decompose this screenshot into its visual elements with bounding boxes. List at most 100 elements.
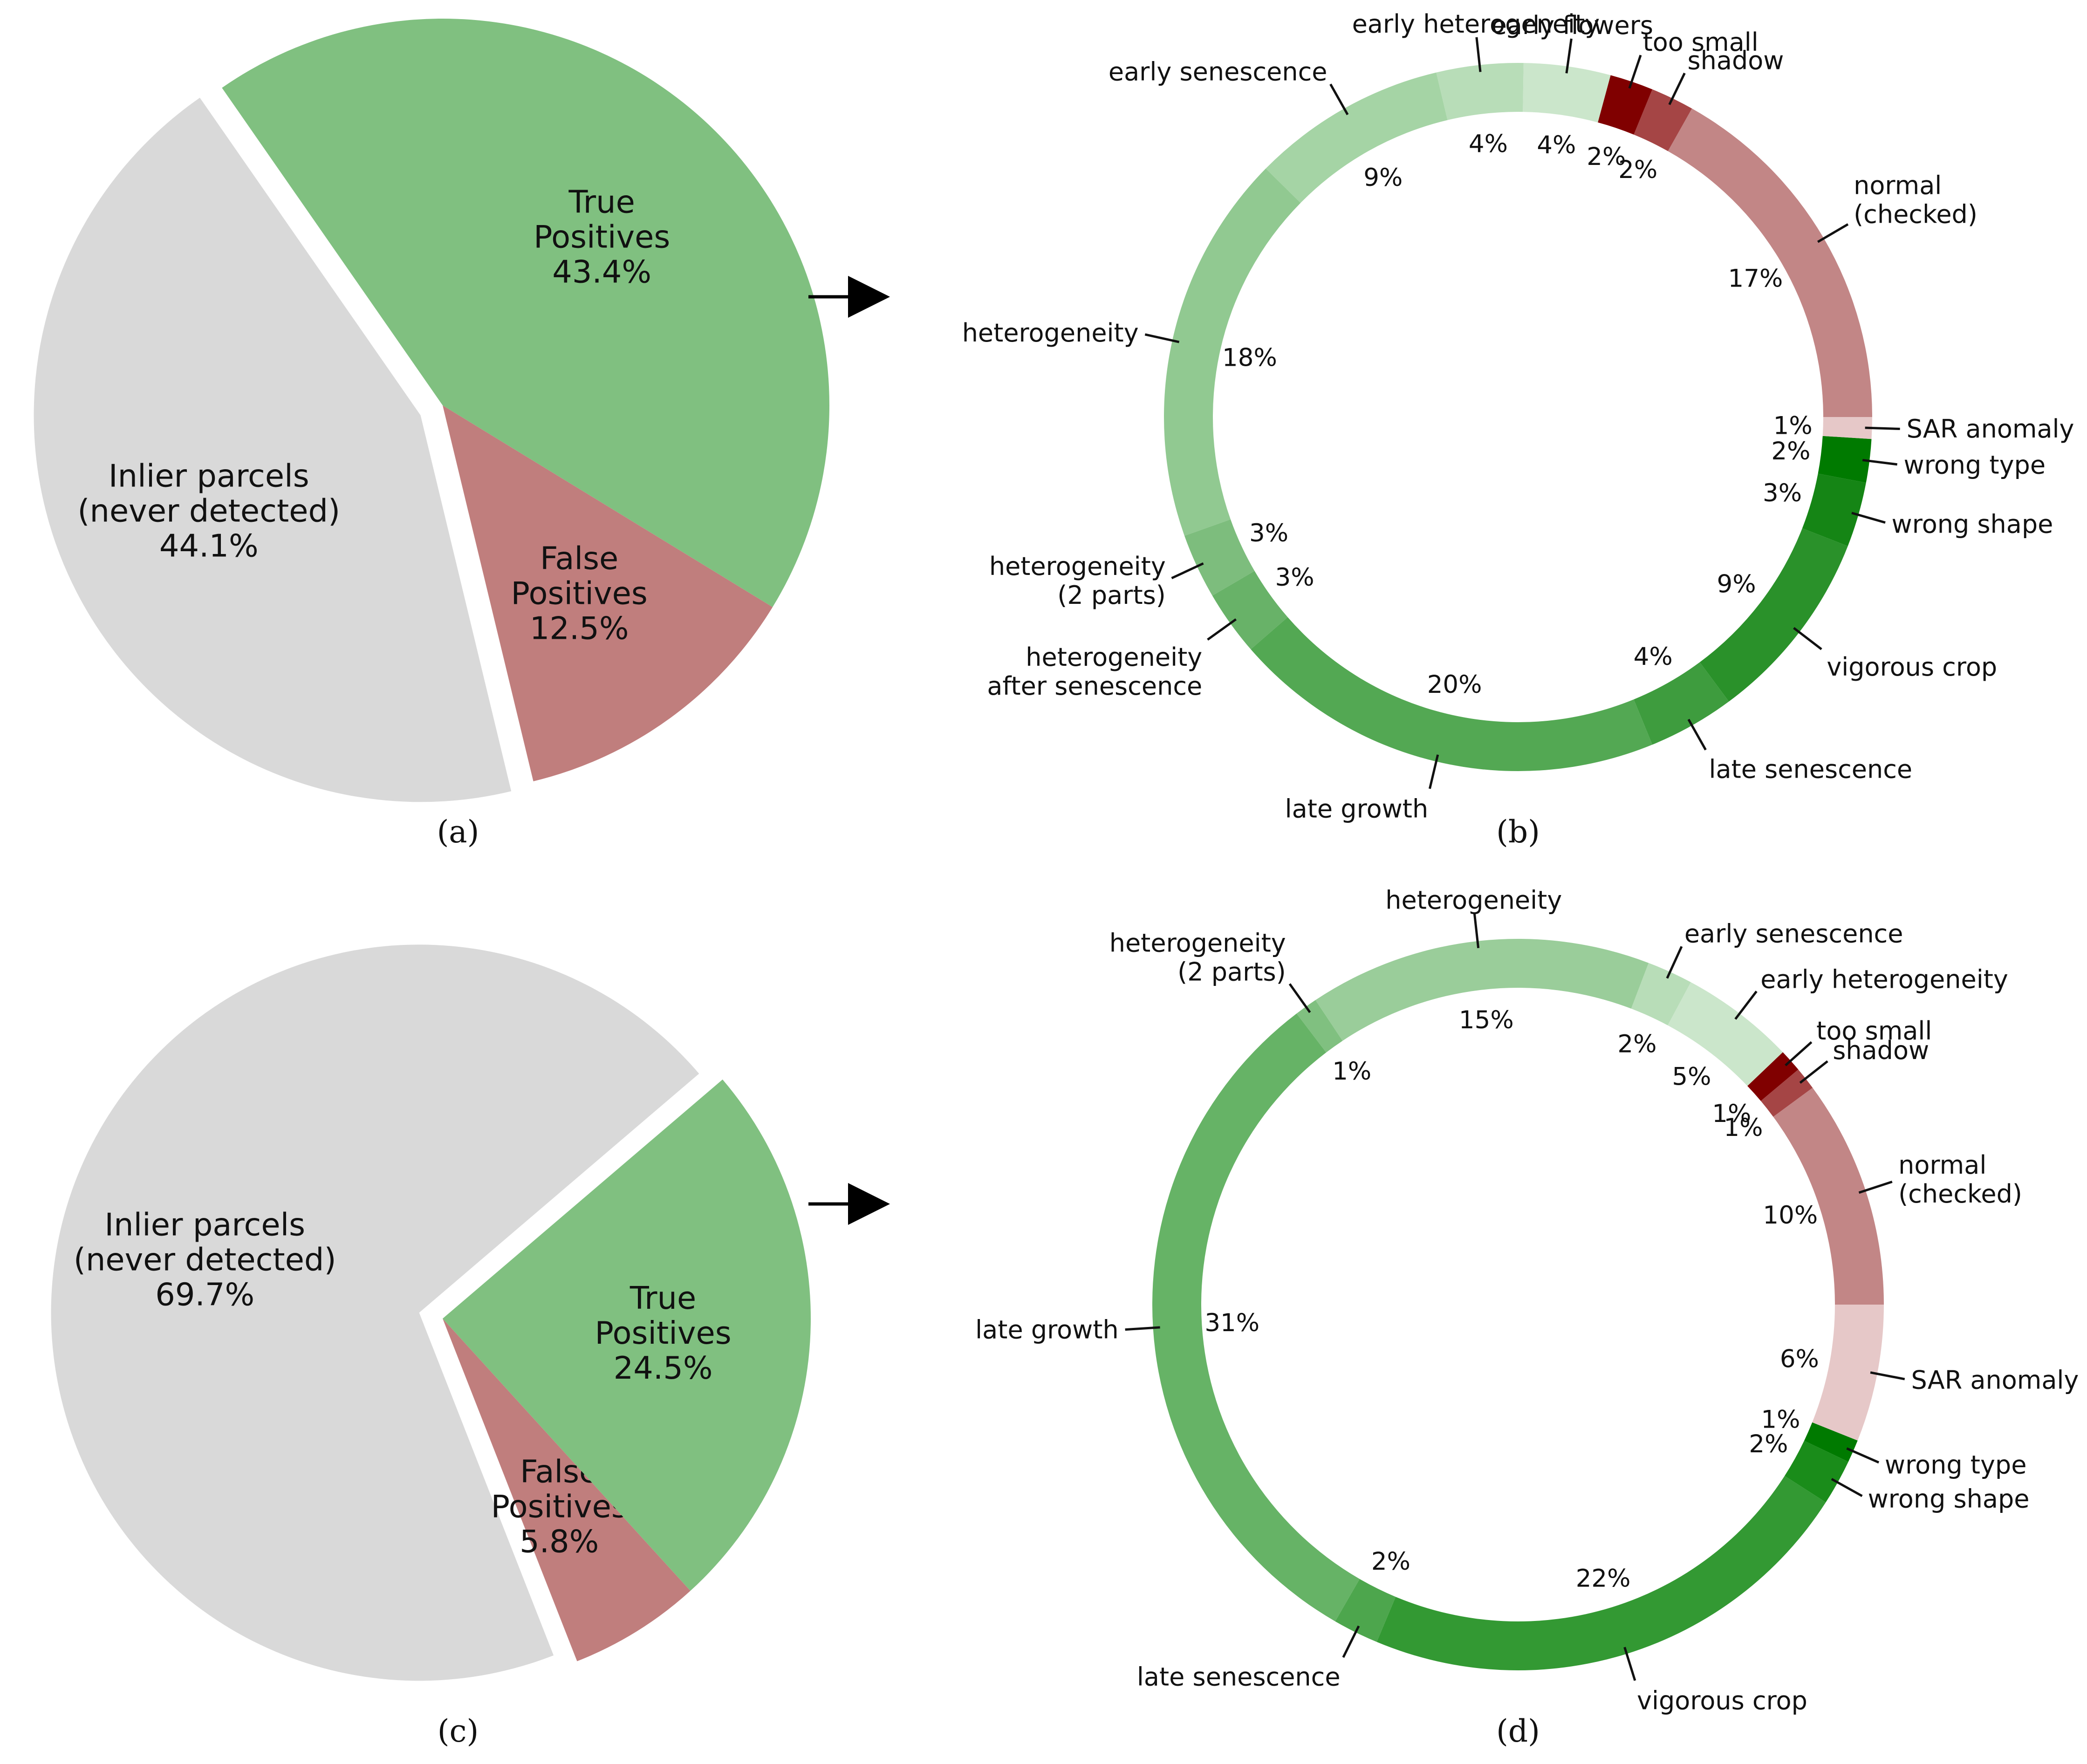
percent-label: 2% (1371, 1547, 1410, 1576)
leader-line (1329, 83, 1349, 116)
category-label: shadow (1688, 46, 1784, 75)
panel-caption-c: (c) (438, 1713, 479, 1749)
leader-line (1865, 426, 1900, 431)
category-label: wrong type (1885, 1450, 2027, 1479)
leader-line (1288, 983, 1311, 1013)
leader-line (1207, 618, 1237, 641)
percent-label: 3% (1275, 563, 1314, 592)
pie-slice-false-positives (443, 1319, 691, 1661)
leader-line (1342, 1625, 1360, 1658)
panel-caption-d: (d) (1496, 1713, 1540, 1749)
category-label: early senescence (1684, 919, 1903, 949)
pie-value-label: 44.1% (159, 527, 259, 564)
percent-label: 18% (1222, 344, 1277, 372)
donut-segment-heterogeneity-after-senescence (1212, 571, 1288, 650)
percent-label: 1% (1332, 1057, 1371, 1086)
category-label: heterogeneity (2 parts) (989, 552, 1166, 610)
pie-value-label: 43.4% (552, 254, 651, 290)
leader-line (1799, 1060, 1828, 1084)
donut-segment-early-senescence (1631, 963, 1691, 1026)
pie-label: Inlier parcels (never detected) 44.1% (77, 458, 340, 564)
leader-line (1565, 38, 1573, 74)
leader-line (1793, 627, 1822, 650)
percent-label: 5% (1672, 1063, 1711, 1091)
category-label: late senescence (1137, 1662, 1341, 1692)
leader-line (1846, 1447, 1880, 1464)
donut-segment-sar-anomaly (1822, 417, 1872, 439)
leader-line (1870, 1371, 1905, 1381)
donut-segment-normal-checked (1773, 1087, 1884, 1305)
category-label: too small (1816, 1016, 1932, 1046)
donut-segment-vigorous-crop (1376, 1476, 1826, 1670)
donut-segment-wrong-shape (1785, 1441, 1848, 1503)
percent-label: 17% (1728, 264, 1783, 293)
donut-segment-vigorous-crop (1699, 528, 1848, 702)
donut-segment-wrong-type (1818, 436, 1872, 483)
donut-segment-early-heterogeneity (1668, 982, 1783, 1086)
pie-slice-true-positives (443, 1079, 811, 1591)
percent-label: 1% (1761, 1406, 1800, 1434)
category-label: late growth (1285, 794, 1429, 823)
category-label: wrong type (1904, 450, 2046, 479)
panel-c-pie: Inlier parcels (never detected) 69.7%False… (51, 944, 811, 1681)
donut-segment-early-flowers (1523, 63, 1611, 123)
category-label: heterogeneity (962, 318, 1139, 348)
category-label: heterogeneity (2 parts) (1109, 928, 1286, 986)
percent-label: 2% (1771, 437, 1810, 465)
percent-label: 2% (1618, 156, 1657, 184)
leader-line (1687, 718, 1707, 751)
pie-slice-inlier-parcels-never-detected (51, 944, 699, 1681)
leader-line (1628, 55, 1642, 89)
leader-line (1817, 223, 1849, 243)
pie-value-label: 5.8% (520, 1524, 599, 1560)
arrow-icon (808, 276, 890, 318)
panel-caption-b: (b) (1496, 814, 1540, 850)
donut-segment-late-growth (1251, 617, 1653, 771)
percent-label: 9% (1363, 164, 1403, 192)
leader-line (1734, 991, 1758, 1020)
leader-line (1144, 333, 1180, 343)
percent-label: 1% (1724, 1114, 1763, 1142)
category-label: early heterogeneity (1352, 9, 1600, 39)
donut-segment-heterogeneity (1315, 938, 1649, 1041)
leader-line (1429, 754, 1439, 789)
category-label: vigorous crop (1637, 1686, 1807, 1715)
donut-segment-heterogeneity-2-parts (1296, 1000, 1343, 1053)
leader-line (1475, 37, 1482, 72)
category-label: early heterogeneity (1760, 964, 2008, 994)
category-label: SAR anomaly (1907, 414, 2074, 444)
category-label: SAR anomaly (1911, 1366, 2079, 1395)
donut-segment-early-heterogeneity (1436, 63, 1524, 120)
percent-label: 2% (1587, 143, 1626, 171)
leader-line (1862, 458, 1897, 466)
donut-segment-late-senescence (1335, 1579, 1396, 1642)
leader-line (1858, 1180, 1893, 1194)
percent-label: 15% (1459, 1006, 1514, 1034)
category-label: heterogeneity after senescence (987, 643, 1202, 701)
panel-caption-a: (a) (437, 814, 479, 850)
leader-line (1666, 946, 1683, 979)
pie-value-label: 12.5% (530, 610, 629, 647)
leader-line (1623, 1647, 1636, 1681)
leader-line (1668, 72, 1686, 105)
percent-label: 3% (1763, 479, 1802, 507)
category-label: early senescence (1109, 57, 1327, 86)
donut-segment-late-senescence (1634, 662, 1729, 745)
category-label: shadow (1833, 1036, 1929, 1065)
category-label: late growth (975, 1315, 1119, 1344)
percent-label: 3% (1249, 519, 1288, 547)
percent-label: 2% (1617, 1030, 1656, 1059)
percent-label: 4% (1634, 643, 1673, 671)
percent-label: 31% (1204, 1309, 1259, 1337)
pie-slice-false-positives (443, 405, 773, 781)
donut-segment-heterogeneity-2-parts (1184, 519, 1255, 596)
category-label: vigorous crop (1827, 652, 1997, 682)
category-label: wrong shape (1868, 1484, 2030, 1514)
pie-slice-inlier-parcels-never-detected (34, 97, 512, 802)
category-label: late senescence (1709, 755, 1912, 784)
donut-segment-normal-checked (1668, 108, 1872, 417)
leader-line (1851, 512, 1886, 524)
donut-segment-wrong-shape (1802, 473, 1866, 547)
percent-label: 22% (1576, 1564, 1631, 1593)
